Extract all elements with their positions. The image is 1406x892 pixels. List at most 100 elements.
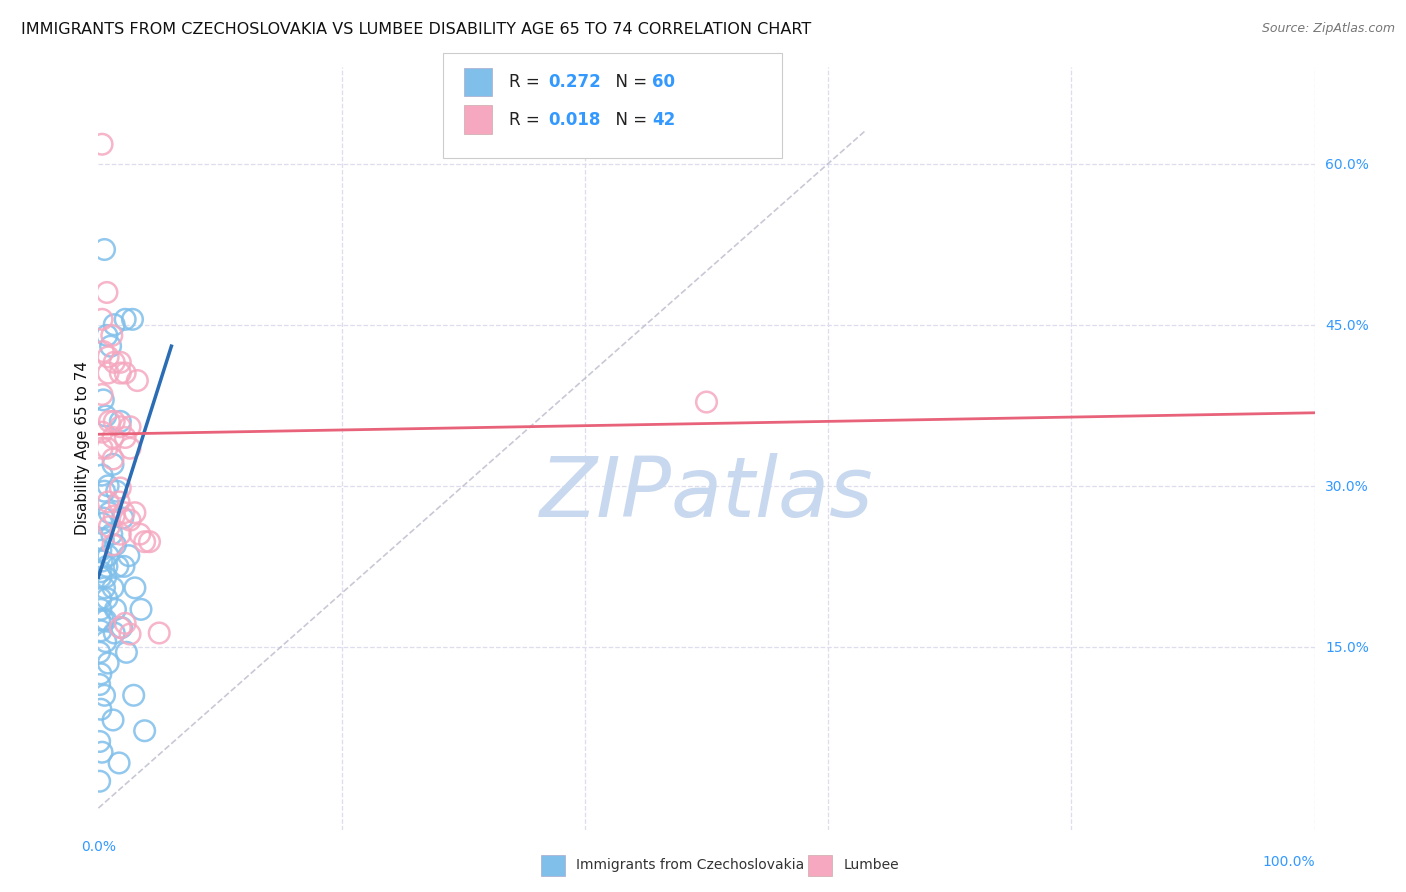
Point xyxy=(101,581,124,595)
Point xyxy=(91,511,114,525)
Point xyxy=(94,570,117,584)
Point xyxy=(93,484,115,499)
Text: Lumbee: Lumbee xyxy=(844,858,900,872)
Point xyxy=(122,688,145,702)
Point xyxy=(89,613,111,627)
Point xyxy=(104,538,127,552)
Point xyxy=(97,495,120,509)
Point xyxy=(103,318,125,332)
Point xyxy=(93,243,115,257)
Point xyxy=(91,425,114,439)
Point xyxy=(118,441,141,455)
Point xyxy=(103,414,125,428)
Point xyxy=(90,565,112,579)
Point xyxy=(129,602,152,616)
Point xyxy=(110,481,132,495)
Point xyxy=(101,430,124,444)
Point xyxy=(118,549,141,563)
Text: N =: N = xyxy=(605,111,652,128)
Point xyxy=(101,538,124,552)
Point xyxy=(107,559,129,574)
Point xyxy=(89,645,111,659)
Point xyxy=(91,745,114,759)
Point xyxy=(110,419,132,434)
Point xyxy=(124,581,146,595)
Point xyxy=(98,414,121,428)
Point xyxy=(91,441,114,455)
Point xyxy=(114,312,136,326)
Point xyxy=(91,468,114,483)
Point xyxy=(138,534,160,549)
Point xyxy=(96,285,118,300)
Point xyxy=(105,484,128,499)
Point xyxy=(103,626,125,640)
Point xyxy=(91,387,114,401)
Text: 60: 60 xyxy=(652,73,675,91)
Point xyxy=(696,395,718,409)
Point xyxy=(115,645,138,659)
Point xyxy=(101,458,124,472)
Point xyxy=(98,506,121,520)
Point xyxy=(101,328,124,343)
Text: 42: 42 xyxy=(652,111,676,128)
Point xyxy=(97,549,120,563)
Point xyxy=(110,621,132,635)
Point xyxy=(93,581,115,595)
Point xyxy=(90,624,112,638)
Point xyxy=(124,506,146,520)
Point xyxy=(104,602,127,616)
Point xyxy=(112,559,135,574)
Point xyxy=(90,591,112,606)
Point xyxy=(90,602,112,616)
Point xyxy=(114,366,136,380)
Point xyxy=(97,656,120,670)
Point xyxy=(118,513,141,527)
Point xyxy=(98,519,121,533)
Point xyxy=(100,339,122,353)
Point xyxy=(91,312,114,326)
Point xyxy=(89,677,111,691)
Y-axis label: Disability Age 65 to 74: Disability Age 65 to 74 xyxy=(75,361,90,535)
Point xyxy=(111,511,134,525)
Point xyxy=(103,508,125,523)
Text: 0.272: 0.272 xyxy=(548,73,602,91)
Point xyxy=(128,527,150,541)
Point xyxy=(110,366,132,380)
Text: R =: R = xyxy=(509,73,546,91)
Point xyxy=(91,137,114,152)
Point xyxy=(91,613,114,627)
Point xyxy=(97,479,120,493)
Point xyxy=(101,452,124,467)
Text: 100.0%: 100.0% xyxy=(1263,855,1315,869)
Point xyxy=(112,506,135,520)
Point xyxy=(110,527,132,541)
Point xyxy=(96,441,118,455)
Point xyxy=(108,495,131,509)
Point xyxy=(91,516,114,531)
Point xyxy=(90,570,112,584)
Point xyxy=(91,392,114,407)
Point xyxy=(91,533,114,547)
Point xyxy=(110,355,132,369)
Point xyxy=(91,554,114,568)
Point xyxy=(134,534,156,549)
Point xyxy=(97,350,120,364)
Point xyxy=(94,613,117,627)
Point xyxy=(101,713,124,727)
Point xyxy=(91,344,114,359)
Point xyxy=(114,616,136,631)
Point xyxy=(89,774,111,789)
Point xyxy=(89,734,111,748)
Text: IMMIGRANTS FROM CZECHOSLOVAKIA VS LUMBEE DISABILITY AGE 65 TO 74 CORRELATION CHA: IMMIGRANTS FROM CZECHOSLOVAKIA VS LUMBEE… xyxy=(21,22,811,37)
Point xyxy=(93,688,115,702)
Text: Immigrants from Czechoslovakia: Immigrants from Czechoslovakia xyxy=(576,858,804,872)
Point xyxy=(110,621,132,635)
Point xyxy=(118,627,141,641)
Point xyxy=(148,626,170,640)
Point xyxy=(134,723,156,738)
Point xyxy=(94,634,117,648)
Point xyxy=(96,559,118,574)
Point xyxy=(90,666,112,681)
Point xyxy=(96,328,118,343)
Point xyxy=(103,355,125,369)
